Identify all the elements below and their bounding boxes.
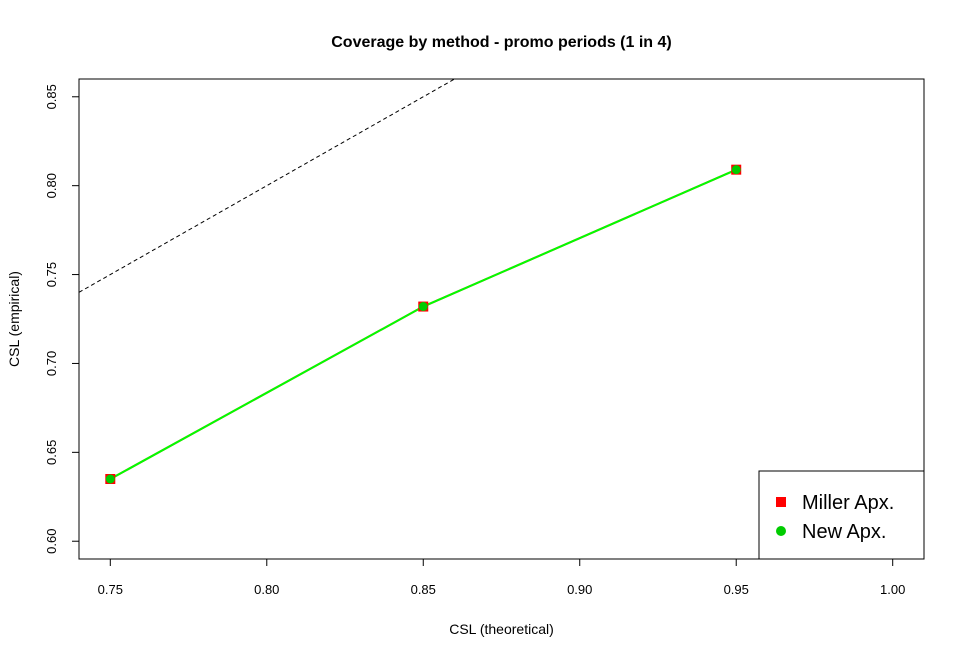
x-tick-label-4: 0.95: [724, 582, 749, 597]
legend: Miller Apx. New Apx.: [758, 470, 925, 560]
legend-marker-0: [776, 497, 786, 507]
legend-label-1: New Apx.: [802, 521, 886, 543]
x-tick-label-5: 1.00: [880, 582, 905, 597]
y-tick-label-5: 0.85: [44, 84, 59, 109]
x-tick-label-0: 0.75: [98, 582, 123, 597]
x-tick-label-3: 0.90: [567, 582, 592, 597]
y-tick-label-4: 0.80: [44, 173, 59, 198]
series-line-1: [109, 168, 737, 480]
series-1-point-2: [731, 165, 741, 175]
legend-label-0: Miller Apx.: [802, 492, 894, 514]
x-axis-label: CSL (theoretical): [449, 621, 554, 637]
legend-marker-1: [776, 526, 786, 536]
chart-title: Coverage by method - promo periods (1 in…: [331, 34, 672, 51]
y-tick-label-3: 0.75: [44, 262, 59, 287]
plot-frame: [78, 78, 925, 560]
y-tick-label-1: 0.65: [44, 440, 59, 465]
series-line-0: [109, 168, 737, 480]
plot-area: [79, 79, 742, 484]
y-tick-label-0: 0.60: [44, 529, 59, 554]
y-tick-label-2: 0.70: [44, 351, 59, 376]
series-1-point-0: [105, 474, 115, 484]
x-tick-label-2: 0.85: [411, 582, 436, 597]
axes-group: 0.75 0.80 0.85 0.90 0.95 1.00 0.60 0.65 0.70 0.75…: [44, 78, 925, 597]
reference-dashed-line: [79, 79, 455, 293]
y-axis-label: CSL (empirical): [6, 271, 22, 367]
x-tick-label-1: 0.80: [254, 582, 279, 597]
legend-box: [758, 470, 925, 560]
series-1-point-1: [418, 302, 428, 312]
